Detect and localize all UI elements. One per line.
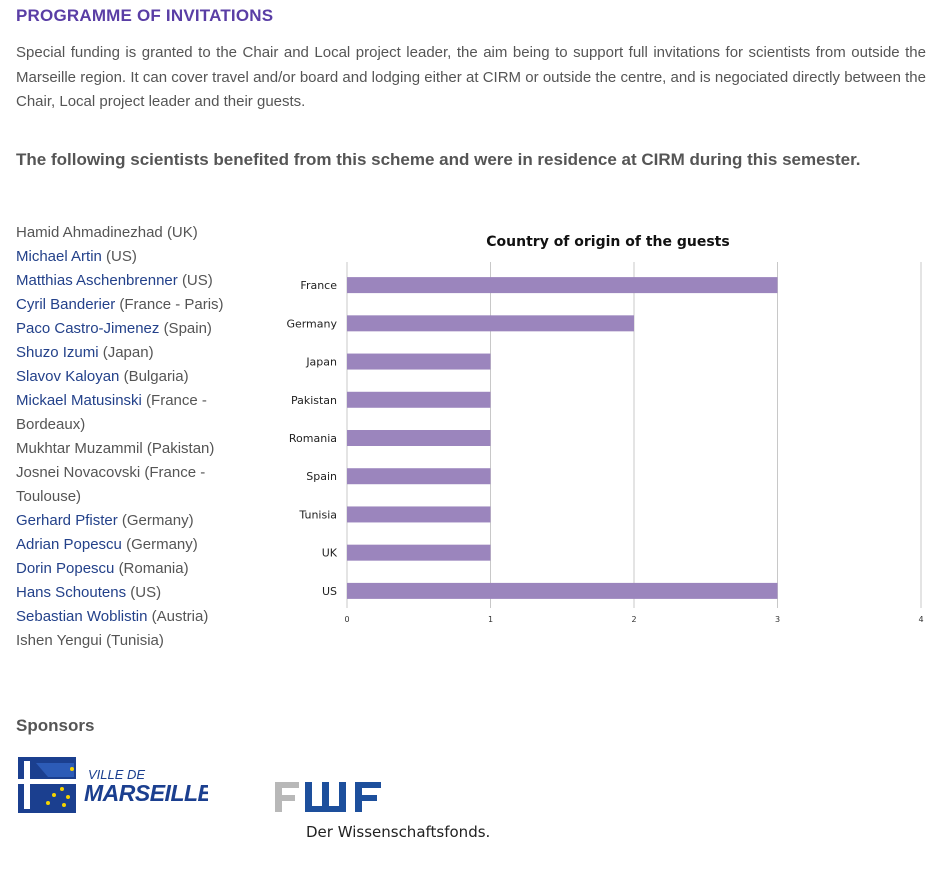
benefit-heading: The following scientists benefited from … — [16, 150, 861, 169]
guest-country: (Tunisia) — [106, 632, 164, 649]
guest-country: (Romania) — [118, 560, 189, 577]
x-tick-label: 1 — [488, 615, 493, 624]
fwf-logo[interactable] — [275, 780, 385, 819]
guest-name-link[interactable]: Michael Artin — [16, 248, 102, 265]
category-label: Spain — [306, 470, 337, 483]
guest-name-link[interactable]: Cyril Banderier — [16, 296, 116, 313]
guest-country: (US) — [106, 248, 137, 265]
chart-title: Country of origin of the guests — [486, 234, 729, 250]
guest-item: Paco Castro-Jimenez (Spain) — [16, 317, 251, 341]
bar-germany — [347, 315, 634, 332]
bar-japan — [347, 353, 491, 370]
guest-item: Adrian Popescu (Germany) — [16, 533, 251, 557]
x-tick-label: 4 — [918, 615, 923, 624]
guest-country: (Germany) — [121, 512, 194, 529]
guest-item: Dorin Popescu (Romania) — [16, 557, 251, 581]
guest-name-link[interactable]: Mickael Matusinski — [16, 392, 142, 409]
x-tick-label: 3 — [775, 615, 780, 624]
guest-item: Slavov Kaloyan (Bulgaria) — [16, 365, 251, 389]
guest-name-link[interactable]: Matthias Aschenbrenner — [16, 272, 178, 289]
guest-name-link[interactable]: Shuzo Izumi — [16, 344, 99, 361]
guest-country: (France - Toulouse) — [16, 464, 206, 505]
svg-text:MARSEILLE: MARSEILLE — [84, 780, 208, 806]
guest-name-link[interactable]: Sebastian Woblistin — [16, 608, 148, 625]
category-label: Romania — [289, 432, 337, 445]
guest-list: Hamid Ahmadinezhad (UK) Michael Artin (US… — [16, 221, 251, 653]
guest-item: Ishen Yengui (Tunisia) — [16, 629, 251, 653]
guest-item: Cyril Banderier (France - Paris) — [16, 293, 251, 317]
guest-country: (UK) — [166, 224, 198, 241]
country-chart-svg: Country of origin of the guests 0 1 2 3 4 Fran… — [286, 234, 923, 624]
guest-item: Gerhard Pfister (Germany) — [16, 509, 251, 533]
guest-name: Ishen Yengui — [16, 632, 102, 649]
guest-country: (Germany) — [126, 536, 198, 553]
x-tick-label: 0 — [344, 615, 349, 624]
guest-country: (Pakistan) — [146, 440, 215, 457]
guest-country: (US) — [181, 272, 213, 289]
guest-item: Shuzo Izumi (Japan) — [16, 341, 251, 365]
guest-name-link[interactable]: Hans Schoutens — [16, 584, 127, 601]
guest-name: Mukhtar Muzammil — [16, 440, 143, 457]
guest-name-link[interactable]: Adrian Popescu — [16, 536, 122, 553]
sponsors-heading: Sponsors — [16, 716, 95, 735]
page-heading: PROGRAMME OF INVITATIONS — [16, 6, 274, 25]
x-tick-label: 2 — [631, 615, 636, 624]
intro-paragraph: Special funding is granted to the Chair … — [16, 44, 926, 110]
bar-tunisia — [347, 506, 491, 523]
category-label: Pakistan — [291, 394, 337, 407]
guest-name: Josnei Novacovski — [16, 464, 141, 481]
guest-item: Mickael Matusinski (France - Bordeaux) — [16, 389, 251, 437]
guest-item: Hans Schoutens (US) — [16, 581, 251, 605]
guest-item: Matthias Aschenbrenner (US) — [16, 269, 251, 293]
guest-country: (Bulgaria) — [123, 368, 189, 385]
guest-item: Mukhtar Muzammil (Pakistan) — [16, 437, 251, 461]
guest-name-link[interactable]: Slavov Kaloyan — [16, 368, 120, 385]
category-label: US — [322, 585, 337, 598]
bar-us — [347, 582, 778, 599]
guest-item: Sebastian Woblistin (Austria) — [16, 605, 251, 629]
bar-spain — [347, 468, 491, 485]
bar-france — [347, 277, 778, 294]
category-label: Germany — [286, 317, 337, 330]
fwf-caption: Der Wissenschaftsfonds. — [306, 823, 491, 841]
guest-name-link[interactable]: Dorin Popescu — [16, 560, 115, 577]
guest-name: Hamid Ahmadinezhad — [16, 224, 163, 241]
bar-romania — [347, 430, 491, 446]
category-label: France — [300, 279, 337, 292]
guest-item: Michael Artin (US) — [16, 245, 251, 269]
bar-pakistan — [347, 391, 491, 408]
category-label: Japan — [305, 356, 337, 369]
svg-text:VILLE DE: VILLE DE — [88, 767, 145, 782]
category-label: Tunisia — [298, 508, 337, 521]
ville-de-marseille-logo[interactable]: VILLE DE MARSEILLE — [18, 757, 214, 820]
category-label: UK — [322, 547, 338, 560]
guest-item: Josnei Novacovski (France - Toulouse) — [16, 461, 251, 509]
guest-name-link[interactable]: Gerhard Pfister — [16, 512, 118, 529]
guest-country: (Spain) — [163, 320, 212, 337]
guest-item: Hamid Ahmadinezhad (UK) — [16, 221, 251, 245]
guest-country: (US) — [130, 584, 162, 601]
guest-country: (France - Paris) — [119, 296, 224, 313]
guest-name-link[interactable]: Paco Castro-Jimenez — [16, 320, 160, 337]
guest-country: (Japan) — [102, 344, 154, 361]
guest-country: (Austria) — [151, 608, 209, 625]
country-chart: Country of origin of the guests 0 1 2 3 4 Fran… — [270, 220, 934, 640]
guest-country: (France - Bordeaux) — [16, 392, 207, 433]
bar-uk — [347, 544, 491, 561]
